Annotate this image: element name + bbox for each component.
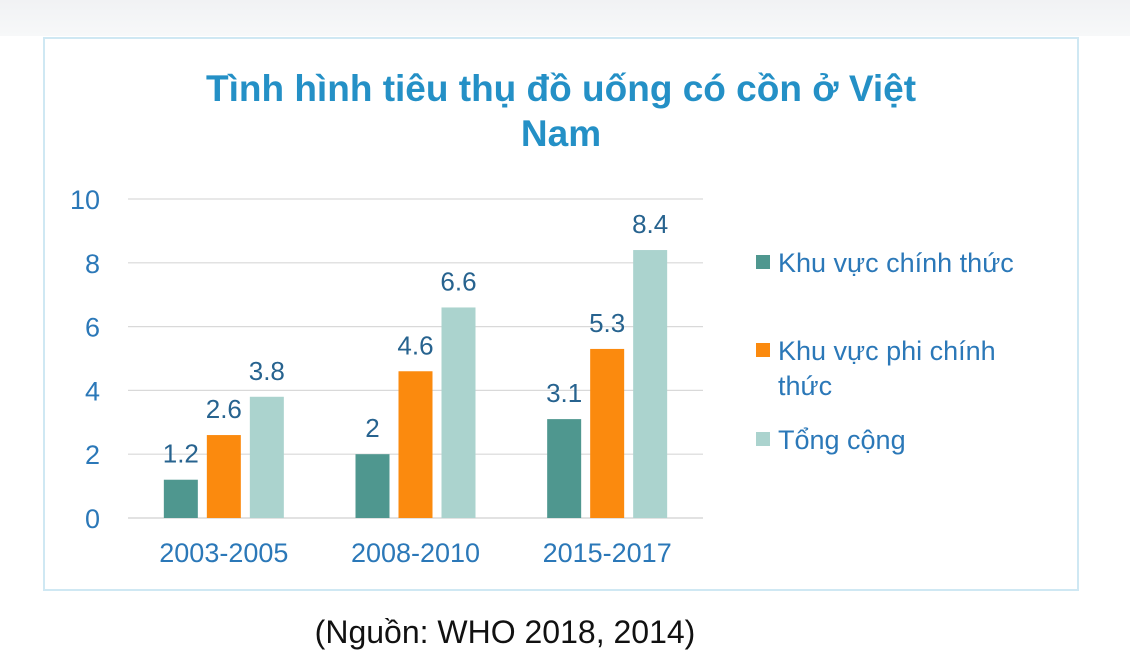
data-label: 3.8	[249, 356, 285, 386]
legend: Khu vực chính thức Khu vực phi chính thức T…	[756, 248, 1014, 455]
legend-swatch	[756, 343, 770, 357]
data-label: 5.3	[589, 308, 625, 338]
data-labels: 1.22.63.8 2 4.6 6.6 3.1 5.3 8.4	[163, 209, 668, 469]
legend-label: Khu vực phi chính	[778, 336, 996, 366]
y-tick-label: 4	[85, 376, 100, 406]
legend-label: Khu vực chính thức	[778, 248, 1014, 278]
legend-label: Tổng cộng	[778, 425, 906, 455]
bars	[163, 250, 668, 519]
y-tick-label: 8	[85, 249, 100, 279]
bar	[249, 396, 284, 518]
bar	[163, 479, 198, 518]
top-background-band	[0, 0, 1130, 36]
data-label: 1.2	[163, 439, 199, 469]
y-tick-label: 10	[70, 185, 100, 215]
bar	[441, 307, 476, 518]
legend-label: thức	[778, 371, 832, 401]
data-label: 6.6	[440, 266, 476, 296]
data-label: 2.6	[206, 394, 242, 424]
bar	[547, 419, 582, 518]
legend-swatch	[756, 255, 770, 269]
data-label: 2	[365, 413, 379, 443]
category-label: 2015-2017	[543, 538, 672, 568]
data-label: 8.4	[632, 209, 668, 239]
bar	[398, 371, 433, 518]
bar	[590, 348, 625, 518]
chart-title: Tình hình tiêu thụ đồ uống có cồn ở Việt…	[206, 68, 916, 154]
data-label: 4.6	[397, 330, 433, 360]
y-tick-label: 0	[85, 504, 100, 534]
bar	[355, 454, 390, 518]
chart-title-line: Nam	[521, 113, 601, 154]
legend-swatch	[756, 432, 770, 446]
y-axis-ticks: 0 2 4 6 8 10	[70, 185, 100, 534]
y-tick-label: 2	[85, 440, 100, 470]
source-note: (Nguồn: WHO 2018, 2014)	[314, 614, 696, 650]
x-axis-categories: 2003-2005 2008-2010 2015-2017	[159, 538, 671, 568]
category-label: 2003-2005	[159, 538, 288, 568]
category-label: 2008-2010	[351, 538, 480, 568]
data-label: 3.1	[546, 378, 582, 408]
bar	[633, 250, 668, 519]
y-tick-label: 6	[85, 313, 100, 343]
chart-title-line: Tình hình tiêu thụ đồ uống có cồn ở Việt	[206, 68, 916, 109]
bar	[206, 435, 241, 518]
